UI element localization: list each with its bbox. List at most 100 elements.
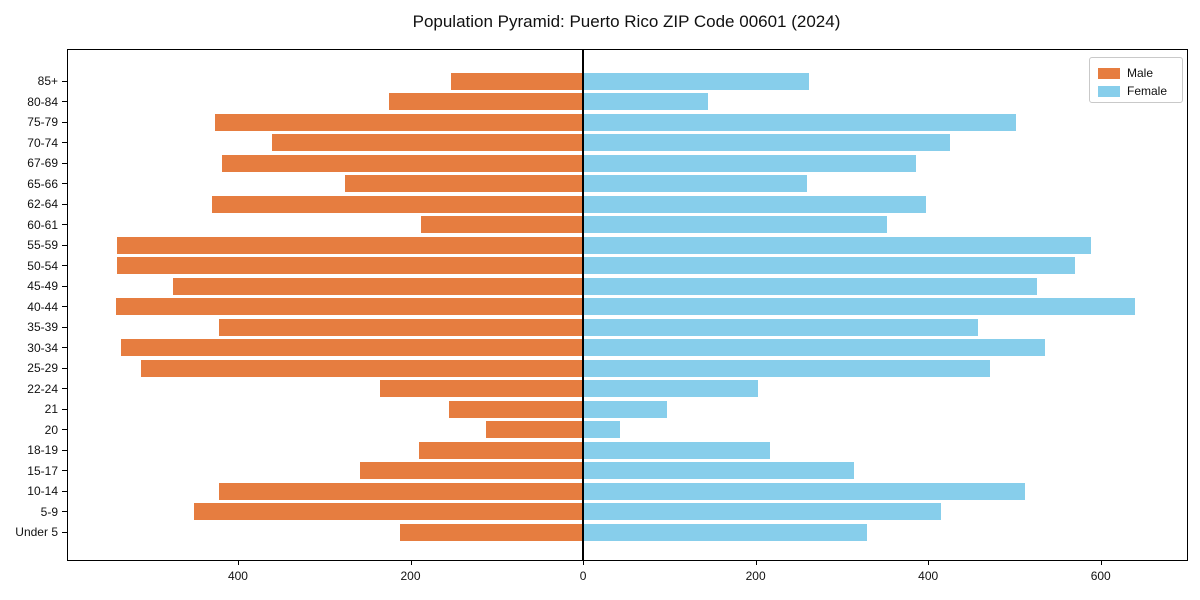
female-bar-45-49 [583, 277, 1037, 295]
y-tick-label-45-49: 45-49 [27, 279, 58, 293]
male-bar-40-44 [116, 298, 584, 315]
female-bar-60-61 [583, 216, 887, 233]
male-bar-80-84 [388, 93, 584, 110]
female-bar-35-39 [583, 318, 979, 336]
female-bar-40-44 [583, 298, 1136, 315]
male-bar-25-29 [141, 359, 584, 377]
y-tick [62, 511, 67, 512]
male-bar-65-66 [344, 175, 584, 192]
y-tick [62, 306, 67, 307]
female-bar-50-54 [583, 257, 1075, 274]
y-tick-label-15-17: 15-17 [27, 463, 58, 478]
male-bar-15-17 [359, 462, 584, 479]
male-bar-20 [485, 421, 584, 438]
male-bar-55-59 [117, 236, 584, 254]
male-bar-21 [449, 400, 584, 418]
y-tick [62, 490, 67, 492]
y-tick-label-35-39: 35-39 [27, 320, 58, 334]
female-bar-55-59 [583, 236, 1092, 254]
y-tick [62, 80, 67, 82]
female-bar-18-19 [583, 441, 771, 459]
y-tick-label-21: 21 [44, 402, 58, 416]
y-tick-label-60-61: 60-61 [27, 217, 58, 232]
male-bar-70-74 [271, 134, 584, 151]
y-tick-label-50-54: 50-54 [27, 258, 58, 273]
x-tick-label: 200 [400, 569, 421, 583]
y-tick [62, 388, 67, 389]
female-bar-15-17 [583, 462, 854, 479]
female-bar-25-29 [583, 359, 991, 377]
male-bar-22-24 [380, 380, 584, 397]
y-tick [62, 244, 67, 246]
male-bar-under-5 [400, 523, 584, 541]
y-tick [62, 470, 67, 471]
female-bar-75-79 [583, 113, 1017, 131]
male-bar-62-64 [212, 195, 584, 213]
y-tick [62, 285, 67, 287]
y-tick-label-75-79: 75-79 [27, 115, 58, 129]
female-bar-85+ [583, 72, 810, 90]
y-tick [62, 531, 67, 533]
x-tick [237, 560, 239, 565]
female-bar-20 [583, 421, 621, 438]
y-tick-label-80-84: 80-84 [27, 94, 58, 109]
male-bar-30-34 [120, 339, 584, 356]
female-bar-under-5 [583, 523, 867, 541]
male-bar-35-39 [218, 318, 584, 336]
y-tick-label-85+: 85+ [37, 74, 58, 88]
zero-axis-line [582, 50, 584, 560]
y-tick-label-20: 20 [44, 422, 58, 437]
y-tick [62, 183, 67, 184]
y-tick [62, 224, 67, 225]
y-tick [62, 162, 67, 164]
female-bar-5-9 [583, 503, 942, 520]
x-tick [583, 560, 585, 565]
y-tick-label-55-59: 55-59 [27, 238, 58, 252]
y-tick [62, 367, 67, 369]
y-tick-label-70-74: 70-74 [27, 135, 58, 150]
chart-title: Population Pyramid: Puerto Rico ZIP Code… [412, 12, 841, 31]
female-bar-30-34 [583, 339, 1045, 356]
male-bar-10-14 [218, 482, 584, 500]
female-bar-80-84 [583, 93, 709, 110]
y-tick [62, 429, 67, 430]
x-tick-label: 200 [745, 569, 766, 583]
female-bar-65-66 [583, 175, 808, 192]
y-tick-label-40-44: 40-44 [27, 299, 58, 314]
x-tick-label: 400 [227, 569, 248, 583]
y-tick-label-10-14: 10-14 [27, 484, 58, 498]
female-bar-67-69 [583, 154, 917, 172]
y-tick [62, 408, 67, 410]
legend: Male Female [1089, 57, 1183, 103]
y-tick-label-under-5: Under 5 [15, 525, 58, 539]
y-tick-label-22-24: 22-24 [27, 381, 58, 396]
y-tick [62, 101, 67, 102]
x-tick [928, 560, 930, 565]
y-tick [62, 121, 67, 123]
plot-area: Male Female 85+ 80-84 75-79 70-74 67-69 65-66… [15, 49, 1188, 583]
male-bar-5-9 [193, 503, 584, 520]
y-tick-label-25-29: 25-29 [27, 361, 58, 375]
male-legend-swatch [1098, 67, 1120, 79]
male-bar-45-49 [173, 277, 584, 295]
male-bar-67-69 [222, 154, 584, 172]
y-tick-label-5-9: 5-9 [40, 504, 58, 519]
female-legend-swatch [1098, 85, 1120, 97]
x-tick [755, 560, 757, 565]
female-bar-10-14 [583, 482, 1025, 500]
female-bar-70-74 [583, 134, 950, 151]
y-tick-label-65-66: 65-66 [27, 176, 58, 191]
y-tick [62, 326, 67, 328]
x-tick-label: 0 [579, 569, 587, 583]
x-tick-label: 600 [1090, 569, 1111, 583]
y-tick [62, 449, 67, 451]
y-tick [62, 265, 67, 266]
male-bar-85+ [451, 72, 584, 90]
y-tick-label-62-64: 62-64 [27, 197, 58, 211]
female-legend-label: Female [1127, 84, 1168, 98]
y-tick [62, 347, 67, 348]
y-tick [62, 203, 67, 205]
legend-entry-male: Male [1098, 65, 1182, 81]
x-tick-label: 400 [918, 569, 939, 583]
